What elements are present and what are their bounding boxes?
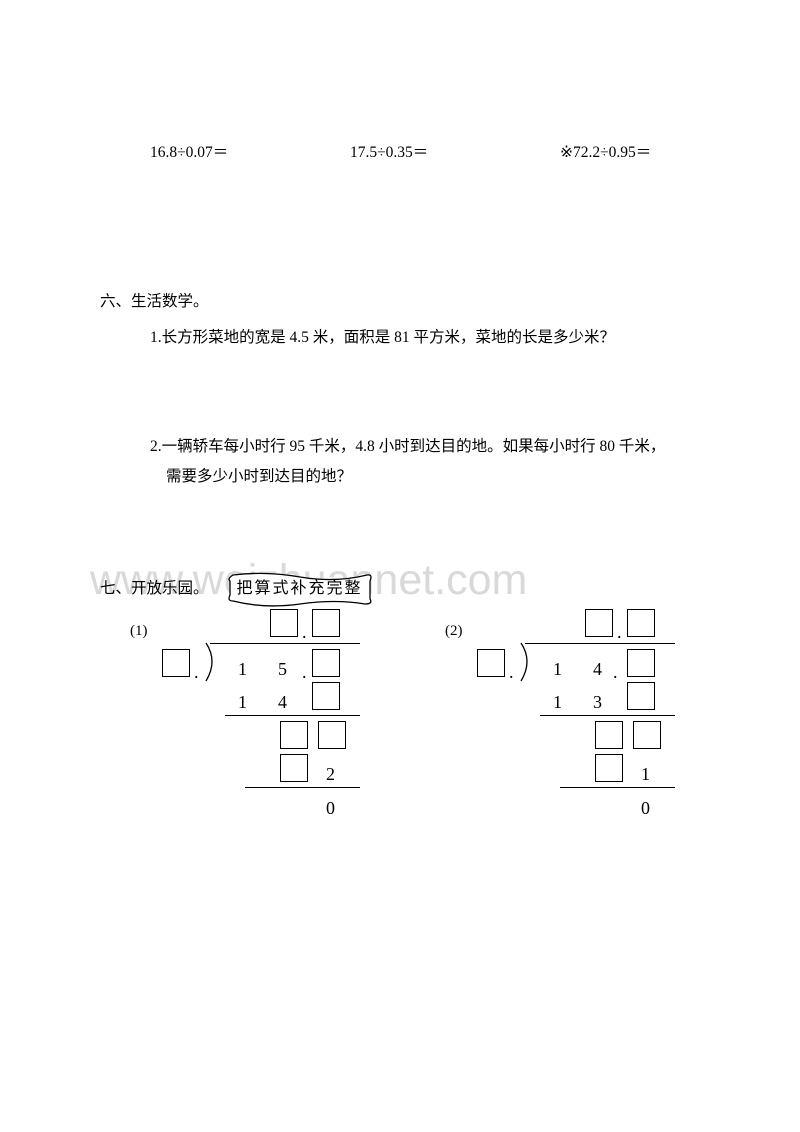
page-content: 16.8÷0.07＝ 17.5÷0.35＝ ※72.2÷0.95＝ 六、生活数学…	[0, 0, 800, 869]
decimal-point: .	[509, 655, 514, 689]
digit: 5	[278, 652, 287, 686]
section-7-title: 七、开放乐园。	[100, 574, 209, 603]
box	[312, 682, 340, 710]
question-6-2: 2.一辆轿车每小时行 95 千米，4.8 小时到达目的地。如果每小时行 80 千…	[100, 432, 700, 491]
division-bar	[210, 643, 360, 644]
equation-row: 16.8÷0.07＝ 17.5÷0.35＝ ※72.2÷0.95＝	[100, 138, 700, 167]
box	[162, 649, 190, 677]
long-division-1: (1) . . 1 5 . 1	[130, 609, 385, 869]
section-7: 七、开放乐园。 把算式补充完整 (1) . .	[100, 571, 700, 869]
digit: 0	[326, 791, 335, 825]
question-6-1-text: 1.长方形菜地的宽是 4.5 米，面积是 81 平方米，菜地的长是多少米？	[150, 323, 700, 352]
hline	[245, 787, 360, 788]
box	[585, 609, 613, 637]
box	[318, 721, 346, 749]
box	[595, 721, 623, 749]
equation-2: 17.5÷0.35＝	[350, 138, 560, 167]
section-7-title-row: 七、开放乐园。 把算式补充完整	[100, 571, 700, 607]
problem-1-label: (1)	[130, 617, 148, 646]
box	[477, 649, 505, 677]
decimal-point: .	[302, 655, 307, 689]
box	[280, 754, 308, 782]
division-curve-icon	[202, 641, 222, 683]
box	[280, 721, 308, 749]
box	[312, 649, 340, 677]
question-6-2-line2: 需要多少小时到达目的地？	[150, 462, 700, 491]
box	[312, 609, 340, 637]
box	[627, 682, 655, 710]
equation-3: ※72.2÷0.95＝	[560, 138, 700, 167]
division-curve-icon	[517, 641, 537, 683]
box	[270, 609, 298, 637]
box	[627, 609, 655, 637]
digit: 1	[238, 652, 247, 686]
question-6-2-line1: 2.一辆轿车每小时行 95 千米，4.8 小时到达目的地。如果每小时行 80 千…	[150, 432, 700, 461]
banner-text: 把算式补充完整	[225, 571, 375, 607]
subtraction-line	[225, 715, 360, 716]
box	[595, 754, 623, 782]
question-6-1: 1.长方形菜地的宽是 4.5 米，面积是 81 平方米，菜地的长是多少米？	[100, 323, 700, 352]
box	[627, 649, 655, 677]
digit: 0	[641, 791, 650, 825]
banner-flag: 把算式补充完整	[225, 571, 375, 607]
subtraction-line	[540, 715, 675, 716]
equation-1: 16.8÷0.07＝	[150, 138, 350, 167]
decimal-point: .	[194, 655, 199, 689]
section-6-title: 六、生活数学。	[100, 287, 700, 316]
decimal-point: .	[613, 655, 618, 689]
box	[633, 721, 661, 749]
problem-2-label: (2)	[445, 617, 463, 646]
division-bar	[525, 643, 675, 644]
subtraction-line	[560, 787, 675, 788]
digit: 1	[553, 652, 562, 686]
digit: 4	[593, 652, 602, 686]
division-problems: (1) . . 1 5 . 1	[100, 609, 700, 869]
long-division-2: (2) . . 1 4 . 1 3	[445, 609, 700, 869]
